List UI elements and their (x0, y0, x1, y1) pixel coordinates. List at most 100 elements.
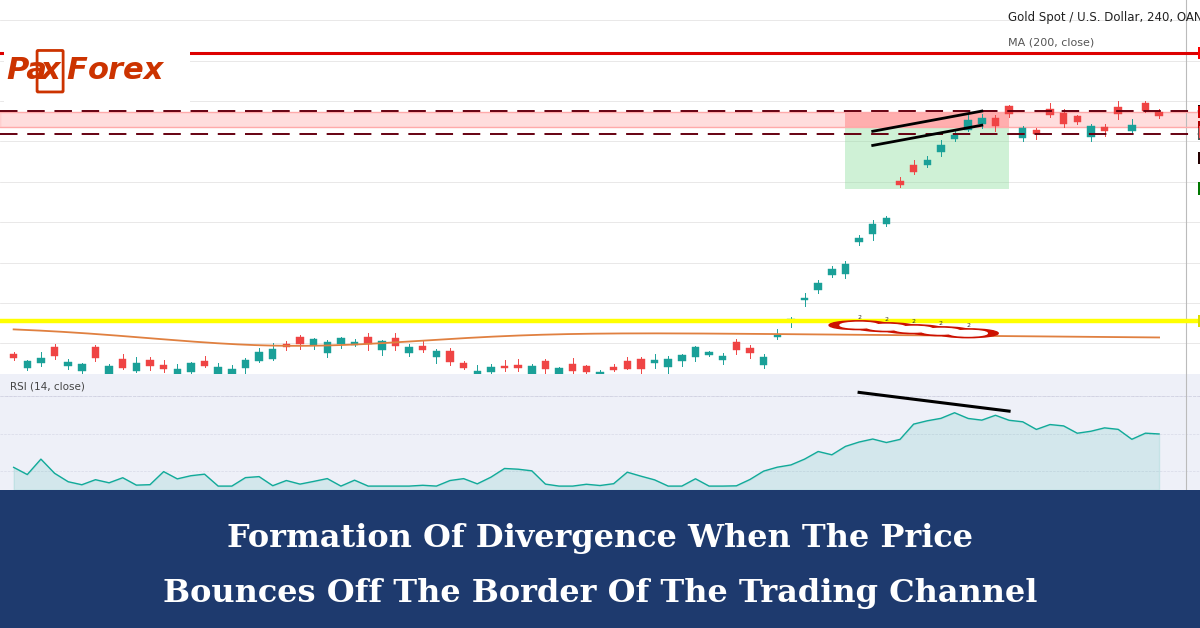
Text: 2: 2 (938, 320, 943, 325)
Circle shape (883, 325, 943, 333)
Bar (37, 357, 44, 363)
Bar (610, 367, 617, 370)
Bar (500, 365, 509, 368)
Text: 2: 2 (912, 318, 916, 323)
Bar (0, 112, 1200, 127)
Circle shape (911, 327, 971, 336)
Bar (241, 360, 250, 368)
Bar (310, 339, 317, 345)
Bar (760, 357, 767, 365)
Bar (433, 351, 440, 357)
Bar (1141, 103, 1150, 111)
Text: MA (200, close): MA (200, close) (1008, 37, 1094, 47)
Bar (324, 342, 331, 353)
Bar (515, 365, 522, 368)
Text: RSI (14, close): RSI (14, close) (10, 382, 84, 392)
Bar (815, 283, 822, 290)
Bar (91, 347, 100, 358)
Bar (896, 181, 904, 185)
Text: Formation Of Divergence When The Price: Formation Of Divergence When The Price (227, 522, 973, 554)
Bar (787, 319, 794, 322)
Bar (665, 359, 672, 367)
Bar (50, 347, 59, 357)
Bar (1156, 112, 1163, 116)
Circle shape (829, 321, 889, 330)
Bar (391, 338, 400, 347)
Bar (883, 218, 890, 224)
Bar (269, 349, 276, 359)
Bar (283, 344, 290, 347)
Bar (419, 346, 426, 350)
Bar (378, 341, 385, 350)
Bar (950, 135, 959, 139)
Text: Bounces Off The Border Of The Trading Channel: Bounces Off The Border Of The Trading Ch… (163, 578, 1037, 609)
Bar (296, 337, 304, 344)
Bar (774, 335, 781, 337)
Circle shape (857, 323, 917, 332)
Bar (1115, 107, 1122, 114)
Bar (1060, 113, 1067, 124)
Text: 2: 2 (884, 317, 888, 322)
Bar (637, 359, 644, 369)
Bar (24, 361, 31, 368)
Bar (406, 347, 413, 353)
Bar (596, 372, 604, 377)
Bar (228, 369, 235, 375)
Bar (1100, 127, 1109, 131)
Bar (706, 352, 713, 355)
Bar (965, 120, 972, 129)
Circle shape (922, 328, 960, 334)
Bar (256, 352, 263, 361)
Bar (65, 362, 72, 365)
Bar (337, 338, 344, 344)
Bar (119, 359, 126, 368)
Text: 2: 2 (966, 323, 970, 328)
Bar (365, 337, 372, 345)
Bar (187, 364, 194, 372)
Text: x: x (41, 56, 60, 85)
Circle shape (949, 330, 988, 336)
Circle shape (894, 327, 932, 332)
Bar (733, 342, 740, 350)
Bar (978, 118, 985, 124)
Bar (869, 224, 876, 234)
Bar (991, 118, 1000, 126)
Bar (474, 371, 481, 375)
Circle shape (938, 329, 998, 338)
Bar (446, 351, 454, 362)
Bar (146, 360, 154, 366)
Bar (460, 363, 467, 368)
Text: F: F (66, 56, 86, 85)
Bar (746, 348, 754, 353)
Bar (828, 269, 835, 274)
Bar (569, 364, 576, 371)
Bar (1046, 109, 1054, 115)
Bar (350, 342, 359, 345)
Bar (174, 369, 181, 376)
Bar (937, 145, 944, 153)
Bar (1006, 106, 1013, 114)
Bar (924, 160, 931, 165)
Text: orex: orex (89, 56, 164, 85)
Bar (846, 127, 1009, 188)
Bar (583, 366, 590, 372)
Text: Gold Spot / U.S. Dollar, 240, OANDA: Gold Spot / U.S. Dollar, 240, OANDA (1008, 11, 1200, 24)
Bar (106, 367, 113, 377)
Bar (215, 367, 222, 376)
Bar (650, 360, 659, 363)
Bar (846, 112, 1009, 127)
Bar (856, 237, 863, 242)
Bar (541, 360, 550, 369)
Bar (1087, 126, 1094, 137)
Bar (1019, 128, 1026, 138)
Bar (719, 356, 726, 360)
Bar (487, 367, 494, 372)
Bar (841, 264, 850, 274)
Bar (528, 366, 535, 375)
Bar (910, 165, 917, 172)
Bar (800, 298, 809, 300)
Text: 2: 2 (857, 315, 862, 320)
Text: Pa: Pa (6, 56, 47, 85)
Bar (200, 360, 209, 365)
Bar (1128, 126, 1135, 131)
